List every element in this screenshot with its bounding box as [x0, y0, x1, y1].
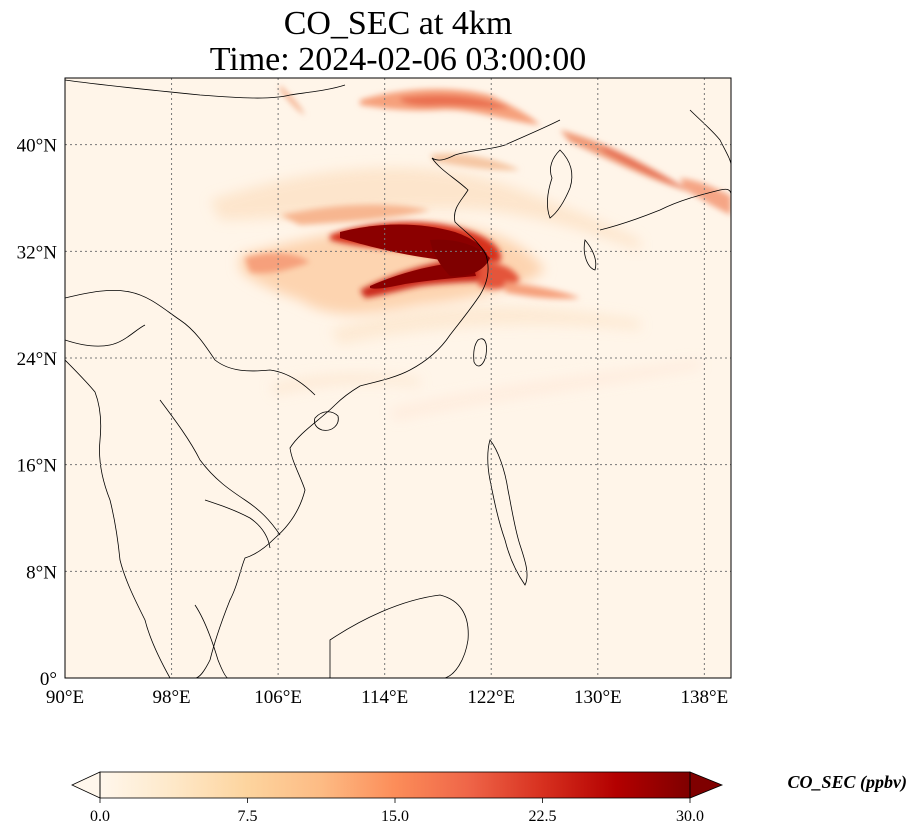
colorbar-tick-label: 30.0 [676, 808, 704, 825]
plume-band-mid [330, 306, 640, 345]
lon-tick-label: 138°E [681, 687, 729, 708]
malay-peninsula [194, 604, 229, 678]
hainan-island [314, 411, 339, 431]
plume-band-sw [270, 373, 420, 395]
colorbar-tick-label: 15.0 [381, 808, 409, 825]
laos-vietnam-border [159, 399, 281, 536]
japan-hokkaido [689, 109, 731, 166]
lon-tick-label: 98°E [152, 687, 190, 708]
lat-tick-label: 16°N [17, 456, 58, 477]
lat-tick-label: 0° [40, 669, 57, 690]
colorbar-label: CO_SEC (ppbv) [787, 772, 907, 793]
plume-north-china-core [400, 95, 510, 109]
colorbar-ticks: 0.0 7.5 15.0 22.5 30.0 [90, 798, 704, 825]
plume-inner-mongolia [280, 85, 305, 115]
china-coastline [334, 119, 561, 406]
japan-honshu [599, 188, 731, 231]
colorbar-tick-label: 7.5 [238, 808, 258, 825]
lat-tick-label: 40°N [17, 136, 58, 157]
gridlines [65, 78, 731, 678]
mongolia-border [65, 79, 346, 99]
plume-japan-core [600, 145, 690, 190]
coastlines [65, 79, 731, 678]
colorbar: 0.0 7.5 15.0 22.5 30.0 CO_SEC (ppbv) [71, 771, 907, 825]
colorbar-extend-min [71, 771, 101, 799]
colorbar-tick-label: 22.5 [529, 808, 557, 825]
cambodia-border [204, 499, 271, 549]
india-border [65, 324, 146, 347]
japan-kyushu [583, 239, 597, 271]
plume-yangtze-delta [478, 262, 520, 290]
myanmar-coastline [65, 359, 171, 678]
map-frame [64, 77, 732, 679]
latitude-labels: 0° 8°N 16°N 24°N 32°N 40°N [17, 136, 58, 690]
indochina-coastline [194, 404, 336, 678]
lon-tick-label: 106°E [254, 687, 302, 708]
plume-east-japan [680, 178, 731, 215]
lat-tick-label: 8°N [26, 562, 57, 583]
concentration-field [210, 85, 731, 420]
lon-tick-label: 90°E [46, 687, 84, 708]
china-southwest-border [65, 290, 316, 396]
plume-core-east-china [430, 239, 490, 277]
map-subtitle: Time: 2024-02-06 03:00:00 [209, 41, 587, 78]
plume-upper-band [280, 204, 430, 225]
colorbar-tick-label: 0.0 [90, 808, 110, 825]
colorbar-extend-max [689, 771, 724, 799]
lat-tick-label: 32°N [17, 242, 58, 263]
lat-tick-label: 24°N [17, 349, 58, 370]
lon-tick-label: 122°E [467, 687, 515, 708]
map-title: CO_SEC at 4km [283, 5, 513, 42]
plume-band-south [390, 360, 700, 420]
korea-peninsula [546, 149, 573, 219]
plume-east-sea [505, 282, 580, 299]
plume-west-fragment [245, 253, 310, 274]
longitude-labels: 90°E 98°E 106°E 114°E 122°E 130°E 138°E [46, 687, 728, 708]
plume-bohai [430, 153, 520, 171]
taiwan-island [473, 338, 487, 367]
lon-tick-label: 114°E [361, 687, 408, 708]
lon-tick-label: 130°E [574, 687, 622, 708]
borneo-island [329, 594, 469, 678]
philippines-islands [487, 439, 528, 586]
colorbar-gradient [100, 772, 690, 798]
plume-band-north [210, 167, 640, 250]
